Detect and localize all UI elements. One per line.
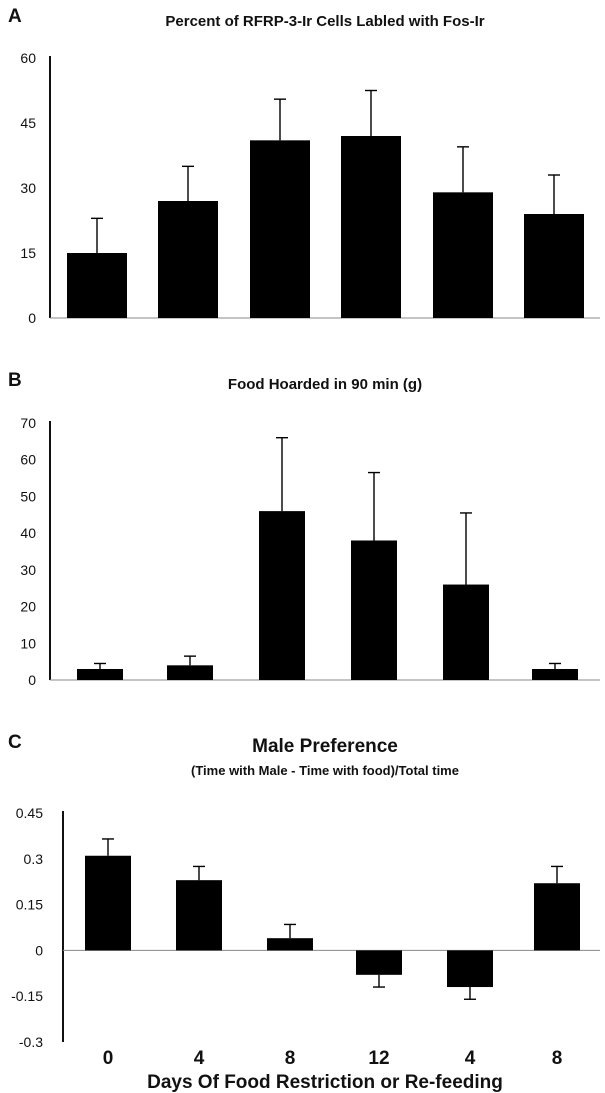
y-tick-label: 40 xyxy=(20,525,36,541)
bar xyxy=(443,585,489,680)
bar xyxy=(524,214,584,318)
x-tick-label: 4 xyxy=(194,1048,205,1069)
x-tick-label: 12 xyxy=(368,1048,389,1069)
y-tick-label: 15 xyxy=(20,245,36,261)
x-axis-label: Days Of Food Restriction or Re-feeding xyxy=(147,1072,503,1093)
panel-label: A xyxy=(8,6,22,27)
bar xyxy=(351,540,397,680)
bar xyxy=(356,950,402,974)
chart-title: Food Hoarded in 90 min (g) xyxy=(228,376,422,393)
bar xyxy=(532,669,578,680)
y-tick-label: 0.3 xyxy=(24,851,44,867)
y-tick-label: 60 xyxy=(20,452,36,468)
y-tick-label: 70 xyxy=(20,415,36,431)
chart-panel-c: C Male Preference (Time with Male - Time w… xyxy=(8,732,600,1093)
bar xyxy=(158,201,218,318)
chart-title: Male Preference xyxy=(252,736,398,757)
panel-label: C xyxy=(8,732,22,753)
y-tick-label: 0 xyxy=(28,672,36,688)
x-tick-label: 4 xyxy=(465,1048,476,1069)
y-tick-label: 45 xyxy=(20,115,36,131)
chart-panel-b: B Food Hoarded in 90 min (g) 0 10 20 30 40 50 60… xyxy=(8,370,600,688)
bar xyxy=(77,669,123,680)
bar xyxy=(259,511,305,680)
y-tick-label: 30 xyxy=(20,180,36,196)
x-tick-label: 0 xyxy=(103,1048,114,1069)
y-tick-label: 0.15 xyxy=(16,897,43,913)
chart-title: Percent of RFRP-3-Ir Cells Labled with F… xyxy=(165,13,484,30)
y-tick-label: 0.45 xyxy=(16,805,43,821)
bar xyxy=(534,883,580,950)
bar xyxy=(176,880,222,950)
x-tick-label: 8 xyxy=(552,1048,563,1069)
y-tick-label: 0 xyxy=(28,310,36,326)
bar xyxy=(250,140,310,318)
y-tick-label: 30 xyxy=(20,562,36,578)
chart-panel-a: A Percent of RFRP-3-Ir Cells Labled with … xyxy=(8,6,600,326)
y-tick-label: 0 xyxy=(35,942,43,958)
y-tick-label: -0.3 xyxy=(19,1034,43,1050)
y-tick-label: 10 xyxy=(20,635,36,651)
bar xyxy=(167,665,213,680)
bar xyxy=(67,253,127,318)
y-tick-label: 50 xyxy=(20,488,36,504)
x-tick-label: 8 xyxy=(285,1048,296,1069)
y-tick-label: 20 xyxy=(20,599,36,615)
bar xyxy=(267,938,313,950)
panel-label: B xyxy=(8,370,22,391)
bar xyxy=(447,950,493,987)
bar xyxy=(433,192,493,318)
bar xyxy=(85,856,131,951)
chart-subtitle: (Time with Male - Time with food)/Total … xyxy=(191,763,459,778)
bar xyxy=(341,136,401,318)
y-tick-label: 60 xyxy=(20,50,36,66)
y-tick-label: -0.15 xyxy=(11,988,43,1004)
